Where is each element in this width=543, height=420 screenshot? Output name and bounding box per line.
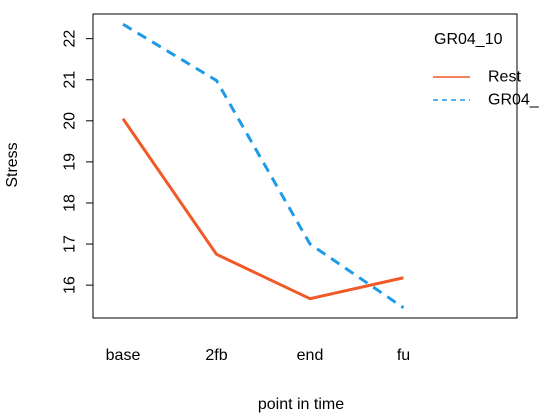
x-tick-label: end xyxy=(297,347,324,364)
series-layer xyxy=(121,22,405,309)
y-axis: 16 17 18 19 20 21 22 xyxy=(62,30,93,294)
y-tick-label: 21 xyxy=(62,71,79,89)
legend-entry-label: GR04_ xyxy=(488,92,540,109)
y-tick-label: 16 xyxy=(62,276,79,294)
x-axis-label: point in time xyxy=(258,396,344,413)
x-tick-label: 2fb xyxy=(205,347,227,364)
x-tick-label: base xyxy=(106,347,141,364)
x-axis: base 2fb end fu xyxy=(106,347,411,364)
y-tick-label: 19 xyxy=(62,153,79,171)
legend: GR04_10 Rest GR04_ xyxy=(433,31,540,109)
series-line-gr04 xyxy=(122,22,405,309)
y-tick-label: 17 xyxy=(62,235,79,253)
legend-entry-label: Rest xyxy=(488,69,521,86)
x-tick-label: fu xyxy=(397,347,410,364)
plot-frame xyxy=(92,13,518,319)
series-line-rest xyxy=(121,117,404,301)
legend-title: GR04_10 xyxy=(434,31,503,48)
y-tick-label: 18 xyxy=(62,194,79,212)
y-tick-label: 22 xyxy=(62,30,79,48)
y-axis-label: Stress xyxy=(4,142,21,187)
y-tick-label: 20 xyxy=(62,112,79,130)
